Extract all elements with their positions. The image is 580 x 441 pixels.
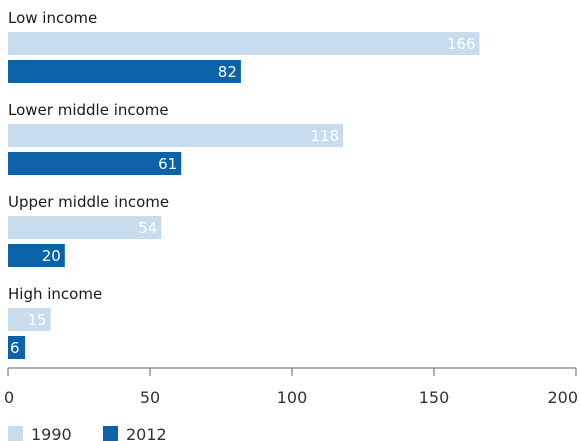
bar-1990 [8, 32, 480, 55]
bar-2012 [8, 152, 182, 175]
legend-label: 2012 [126, 425, 167, 441]
bar-1990 [8, 308, 51, 331]
bar-value-label: 20 [42, 247, 61, 265]
bar-1990 [8, 216, 162, 239]
category-label: Lower middle income [8, 101, 169, 119]
bar-value-label: 6 [10, 339, 20, 357]
x-tick-label: 0 [4, 388, 14, 407]
x-tick-label: 200 [547, 388, 578, 407]
x-tick-label: 150 [419, 388, 450, 407]
legend: 1990 2012 [8, 425, 167, 441]
bar-value-label: 54 [138, 219, 157, 237]
x-tick-label: 100 [277, 388, 308, 407]
bar-value-label: 82 [218, 63, 237, 81]
bar-2012 [8, 244, 65, 267]
bar-2012 [8, 60, 241, 83]
x-tick-label: 50 [140, 388, 160, 407]
category-group: Low income Lower middle income Upper middl… [8, 9, 169, 303]
bar-group: 166 82 118 61 54 20 15 6 [8, 32, 480, 359]
bar-value-label: 166 [447, 35, 476, 53]
category-label: High income [8, 285, 102, 303]
category-label: Upper middle income [8, 193, 169, 211]
bar-2012 [8, 336, 26, 359]
legend-swatch-1990 [8, 426, 23, 441]
legend-swatch-2012 [103, 426, 118, 441]
bar-value-label: 61 [158, 155, 177, 173]
bar-value-label: 118 [310, 127, 339, 145]
bar-1990 [8, 124, 344, 147]
legend-label: 1990 [31, 425, 72, 441]
category-label: Low income [8, 9, 97, 27]
bar-value-label: 15 [28, 311, 47, 329]
x-axis: 0 50 100 150 200 [4, 367, 578, 407]
